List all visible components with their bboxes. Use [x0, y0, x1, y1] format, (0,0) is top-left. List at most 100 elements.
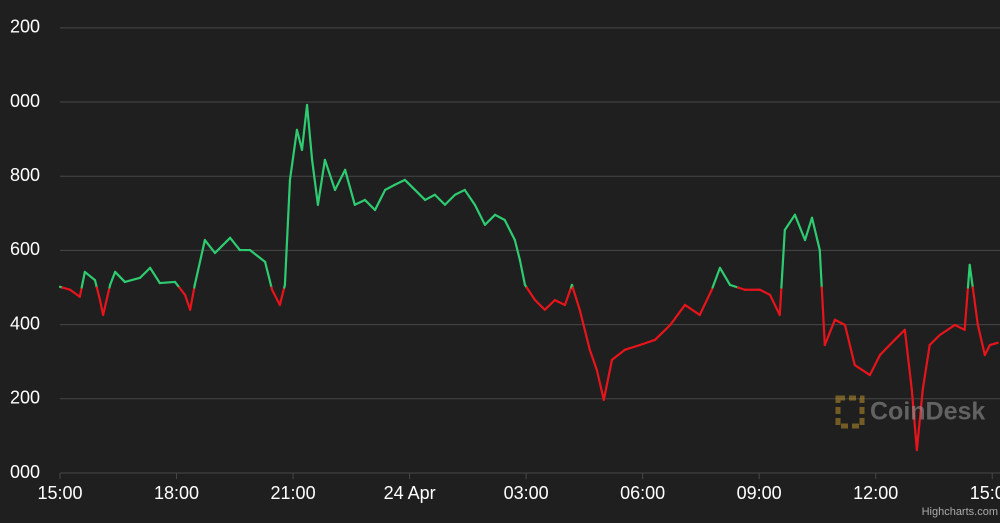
- line-segment: [588, 348, 598, 371]
- line-segment: [473, 203, 487, 226]
- line-segment: [820, 286, 826, 347]
- y-tick-label: 600: [10, 239, 40, 259]
- line-segment: [783, 213, 797, 232]
- line-segment: [288, 128, 299, 182]
- y-tick-label: 800: [10, 165, 40, 185]
- line-segment: [602, 358, 614, 402]
- line-segment: [623, 343, 642, 351]
- line-segment: [384, 183, 396, 192]
- line-segment: [158, 280, 177, 285]
- y-tick-label: 000: [10, 91, 40, 111]
- line-segment: [780, 228, 786, 289]
- line-segment: [963, 286, 970, 331]
- line-segment: [976, 323, 986, 357]
- line-segment: [736, 286, 746, 291]
- line-segment: [80, 270, 86, 289]
- line-segment: [173, 280, 181, 289]
- watermark-text: CoinDesk: [870, 398, 985, 426]
- line-segment: [493, 213, 506, 222]
- line-segment: [711, 266, 722, 289]
- line-segment: [910, 388, 918, 452]
- y-tick-label: 200: [10, 17, 40, 37]
- line-segment: [61, 286, 72, 291]
- line-segment: [823, 318, 837, 347]
- line-segment: [114, 270, 126, 284]
- line-segment: [483, 213, 497, 226]
- line-segment: [203, 238, 217, 255]
- line-segment: [553, 299, 567, 307]
- line-segment: [938, 323, 957, 337]
- line-segment: [323, 158, 337, 192]
- line-segment: [803, 216, 814, 242]
- credit: Highcharts.com: [922, 506, 998, 518]
- line-segment: [525, 286, 537, 302]
- line-segment: [78, 286, 83, 298]
- line-segment: [810, 216, 821, 252]
- line-segment: [921, 343, 931, 392]
- line-segment: [189, 286, 196, 311]
- watermark-logo: [835, 395, 865, 429]
- line-segment: [316, 158, 327, 206]
- line-segment: [571, 286, 581, 311]
- line-segment: [353, 198, 367, 206]
- line-segment: [68, 288, 81, 298]
- line-segment: [123, 276, 142, 284]
- line-segment: [413, 188, 427, 202]
- line-segment: [903, 328, 913, 392]
- line-segment: [833, 318, 847, 327]
- line-segment: [149, 266, 161, 285]
- line-segment: [109, 270, 117, 287]
- line-segment: [278, 286, 286, 307]
- line-segment: [229, 236, 241, 252]
- x-tick-label: 06:00: [620, 483, 665, 503]
- line-segment: [843, 323, 856, 367]
- line-segment: [213, 236, 232, 255]
- line-segment: [193, 238, 206, 287]
- line-segment: [793, 213, 807, 242]
- x-tick-label: 15:00: [37, 483, 82, 503]
- line-segment: [393, 178, 407, 186]
- x-tick-label: 09:00: [737, 483, 782, 503]
- line-segment: [403, 178, 417, 192]
- line-segment: [373, 188, 387, 212]
- line-segment: [503, 218, 516, 242]
- line-segment: [453, 188, 466, 196]
- x-tick-label: 18:00: [154, 483, 199, 503]
- line-segment: [363, 198, 377, 212]
- line-segment: [638, 338, 657, 347]
- line-segment: [513, 238, 522, 262]
- x-tick-label: 24 Apr: [384, 483, 436, 503]
- y-tick-label: 200: [10, 388, 40, 408]
- line-segment: [183, 293, 192, 311]
- line-segment: [344, 168, 356, 206]
- line-segment: [578, 308, 591, 351]
- y-tick-label: 400: [10, 313, 40, 333]
- line-segment: [698, 288, 713, 317]
- line-segment: [433, 193, 447, 206]
- line-segment: [728, 283, 740, 289]
- line-segment: [518, 258, 527, 287]
- line-segment: [595, 368, 605, 402]
- line-segment: [928, 333, 941, 347]
- line-segment: [768, 293, 781, 317]
- watermark: CoinDesk: [835, 395, 985, 429]
- line-segment: [778, 286, 783, 317]
- line-segment: [300, 103, 309, 151]
- line-segment: [248, 248, 267, 264]
- line-segment: [95, 286, 102, 302]
- x-tick-label: 12:00: [853, 483, 898, 503]
- line-segment: [983, 343, 992, 357]
- line-segment: [968, 263, 974, 289]
- line-segment: [263, 260, 273, 289]
- line-segment: [295, 128, 304, 151]
- line-segment: [818, 248, 823, 289]
- line-segment: [305, 103, 314, 161]
- line-segment: [893, 328, 906, 341]
- line-segment: [563, 286, 573, 307]
- line-segment: [953, 323, 966, 331]
- line-segment: [138, 266, 152, 279]
- line-segment: [971, 286, 979, 327]
- line-segment: [310, 158, 320, 206]
